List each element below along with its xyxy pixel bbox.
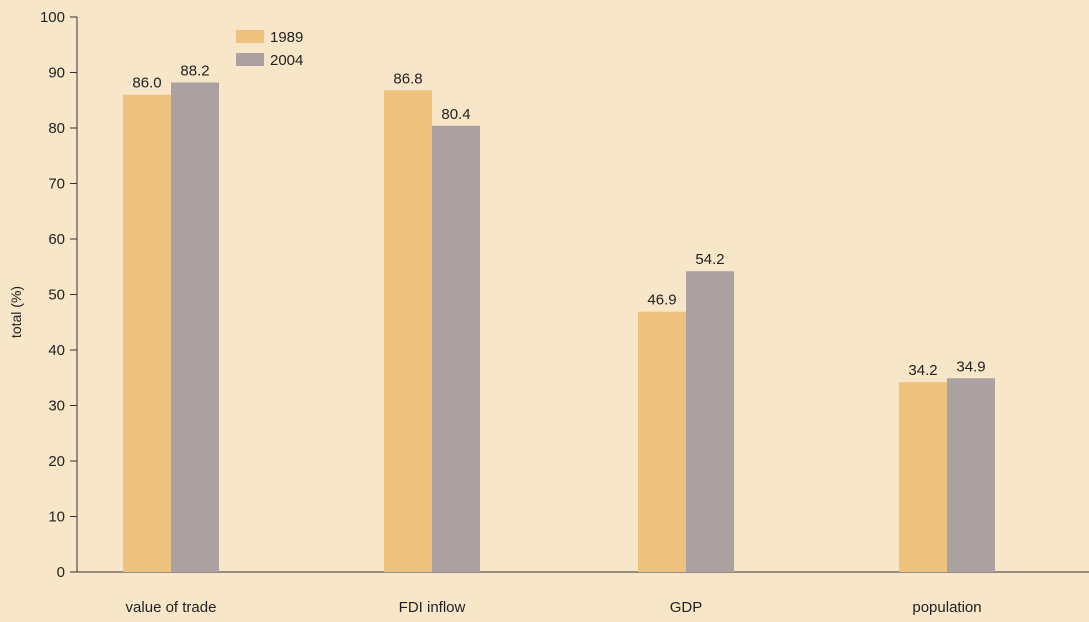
- bar-1989-2: [638, 311, 686, 572]
- x-axis-labels: value of trade FDI inflow GDP population: [126, 599, 982, 616]
- y-tick-label: 10: [48, 509, 65, 526]
- bar-2004-2: [686, 271, 734, 572]
- bar-1989-0: [123, 94, 171, 572]
- x-category-label: FDI inflow: [399, 599, 466, 616]
- y-tick-label: 40: [48, 342, 65, 359]
- legend: 1989 2004: [236, 29, 303, 69]
- data-label: 46.9: [647, 292, 676, 309]
- y-tick-label: 60: [48, 231, 65, 248]
- legend-label: 1989: [270, 29, 303, 46]
- data-label: 34.2: [908, 362, 937, 379]
- y-tick-label: 30: [48, 398, 65, 415]
- x-category-label: GDP: [670, 599, 703, 616]
- legend-swatch-1989: [236, 30, 264, 43]
- bar-1989-3: [899, 382, 947, 572]
- bar-2004-0: [171, 82, 219, 573]
- data-label: 80.4: [441, 106, 470, 123]
- legend-swatch-2004: [236, 53, 264, 66]
- legend-label: 2004: [270, 52, 303, 69]
- data-label: 34.9: [956, 358, 985, 375]
- y-tick-label: 20: [48, 453, 65, 470]
- y-tick-label: 100: [40, 9, 65, 26]
- y-axis-title: total (%): [8, 286, 24, 338]
- y-tick-label: 50: [48, 287, 65, 304]
- bar-2004-3: [947, 378, 995, 572]
- y-tick-label: 80: [48, 120, 65, 137]
- data-label: 86.0: [132, 75, 161, 92]
- x-category-label: population: [912, 599, 981, 616]
- data-label: 88.2: [180, 62, 209, 79]
- bars: 86.0 88.2 86.8 80.4 46.9 54.2 34.2 34.9: [123, 62, 995, 573]
- data-label: 54.2: [695, 251, 724, 268]
- bar-2004-1: [432, 125, 480, 572]
- y-tick-label: 0: [57, 564, 65, 581]
- y-tick-label: 70: [48, 176, 65, 193]
- data-label: 86.8: [393, 70, 422, 87]
- y-axis-ticks: 0 10 20 30 40 50 60 70 80 90 100: [40, 9, 77, 581]
- y-tick-label: 90: [48, 65, 65, 82]
- bar-1989-1: [384, 90, 432, 572]
- x-category-label: value of trade: [126, 599, 217, 616]
